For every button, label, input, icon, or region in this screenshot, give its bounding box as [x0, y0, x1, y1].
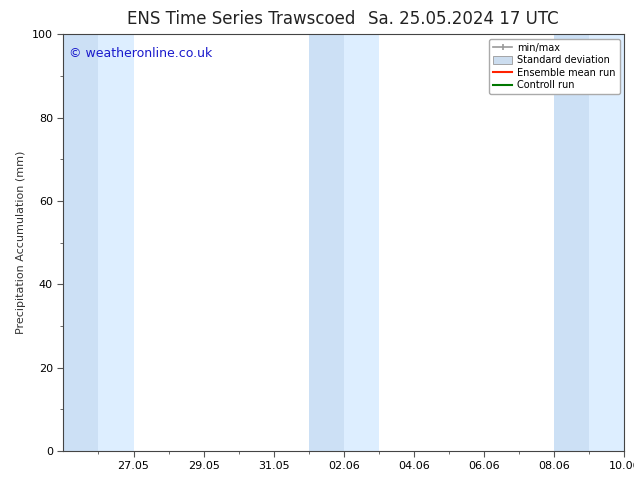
Bar [309, 34, 344, 451]
Y-axis label: Precipitation Accumulation (mm): Precipitation Accumulation (mm) [16, 151, 27, 334]
Legend: min/max, Standard deviation, Ensemble mean run, Controll run: min/max, Standard deviation, Ensemble me… [489, 39, 619, 94]
Bar [554, 34, 590, 451]
Bar [344, 34, 379, 451]
Bar [98, 34, 134, 451]
Text: ENS Time Series Trawscoed: ENS Time Series Trawscoed [127, 10, 355, 28]
Text: © weatheronline.co.uk: © weatheronline.co.uk [69, 47, 212, 60]
Text: Sa. 25.05.2024 17 UTC: Sa. 25.05.2024 17 UTC [368, 10, 558, 28]
Bar [63, 34, 98, 451]
Bar [590, 34, 624, 451]
